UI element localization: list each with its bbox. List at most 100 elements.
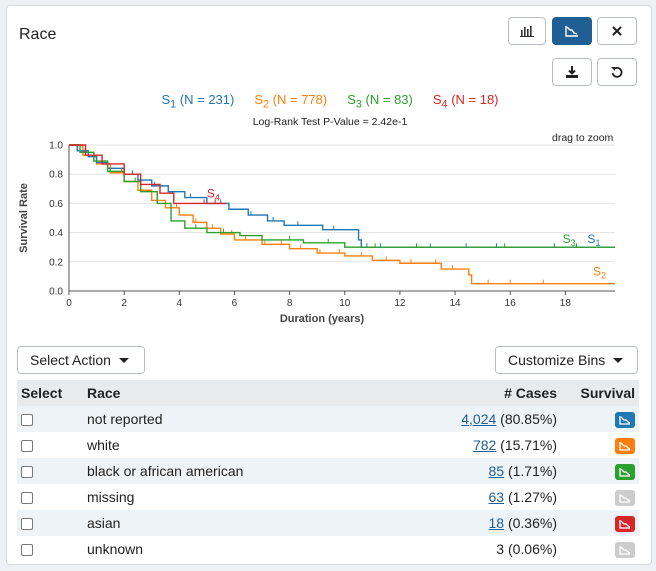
x-tick-label: 0 bbox=[66, 298, 72, 309]
table-row: white 782 (15.71%) bbox=[17, 432, 639, 458]
cases-cell: 3 (0.06%) bbox=[376, 536, 561, 562]
legend-item[interactable]: S2 (N = 778) bbox=[254, 92, 328, 111]
cases-cell: 63 (1.27%) bbox=[376, 484, 561, 510]
x-tick-label: 14 bbox=[449, 298, 461, 309]
cases-cell: 18 (0.36%) bbox=[376, 510, 561, 536]
cases-cell: 85 (1.71%) bbox=[376, 458, 561, 484]
histogram-toggle-button[interactable] bbox=[508, 17, 546, 45]
table-row: unknown 3 (0.06%) bbox=[17, 536, 639, 562]
series-line-S2 bbox=[69, 144, 615, 285]
legend-item[interactable]: S3 (N = 83) bbox=[347, 92, 413, 111]
customize-bins-button[interactable]: Customize Bins bbox=[495, 346, 638, 374]
x-tick-label: 2 bbox=[121, 298, 127, 309]
case-percent: (0.36%) bbox=[504, 515, 557, 531]
select-cell bbox=[17, 536, 83, 562]
y-tick-label: 0.6 bbox=[49, 199, 63, 210]
reset-icon bbox=[611, 66, 623, 78]
survival-plot-toggle[interactable] bbox=[615, 515, 635, 532]
download-button[interactable] bbox=[552, 58, 592, 86]
case-percent: (80.85%) bbox=[496, 411, 557, 427]
cases-cell: 4,024 (80.85%) bbox=[376, 406, 561, 432]
survival-curve-icon bbox=[619, 441, 631, 451]
row-checkbox[interactable] bbox=[21, 492, 33, 505]
survival-curve-icon bbox=[619, 415, 631, 425]
table-row: asian 18 (0.36%) bbox=[17, 510, 639, 536]
race-cell: asian bbox=[83, 510, 377, 536]
close-icon bbox=[612, 26, 622, 36]
row-checkbox[interactable] bbox=[21, 544, 33, 557]
x-tick-label: 16 bbox=[505, 298, 517, 309]
y-tick-label: 1.0 bbox=[49, 141, 63, 152]
case-percent: (1.27%) bbox=[504, 489, 557, 505]
survival-plot-toggle[interactable] bbox=[615, 437, 635, 454]
race-table: Select Race # Cases Survival not reporte… bbox=[17, 380, 639, 562]
legend-item[interactable]: S1 (N = 231) bbox=[161, 92, 235, 111]
select-cell bbox=[17, 406, 83, 432]
series-end-label: S3 bbox=[563, 232, 576, 248]
select-action-button[interactable]: Select Action bbox=[17, 346, 145, 374]
x-tick-label: 12 bbox=[394, 298, 406, 309]
survival-plot-toggle[interactable] bbox=[615, 463, 635, 480]
race-cell: missing bbox=[87, 489, 135, 505]
y-tick-label: 0.4 bbox=[49, 228, 63, 239]
survival-cell bbox=[561, 536, 639, 562]
close-button[interactable] bbox=[597, 17, 637, 45]
survival-cell bbox=[561, 458, 639, 484]
case-count-link[interactable]: 63 bbox=[488, 489, 505, 505]
survival-plot-toggle[interactable] bbox=[615, 411, 635, 428]
y-axis-label: Survival Rate bbox=[18, 183, 30, 253]
series-line-S1 bbox=[69, 144, 615, 248]
customize-bins-label: Customize Bins bbox=[508, 352, 606, 368]
y-tick-label: 0.2 bbox=[49, 257, 63, 268]
survival-cell bbox=[561, 406, 639, 432]
row-checkbox[interactable] bbox=[21, 440, 33, 453]
drag-to-zoom-hint: drag to zoom bbox=[552, 132, 614, 144]
row-checkbox[interactable] bbox=[21, 414, 33, 427]
survival-chart[interactable]: 0.0 0.2 0.4 0.6 0.8 1.0 0 2 4 6 8 10 12 14 16 18 Duratio… bbox=[7, 131, 652, 331]
x-tick-label: 6 bbox=[232, 298, 238, 309]
legend-item[interactable]: S4 (N = 18) bbox=[432, 92, 499, 111]
table-header-row: Select Race # Cases Survival bbox=[17, 380, 639, 406]
bar-chart-icon bbox=[520, 26, 534, 37]
survival-curve-icon bbox=[619, 493, 631, 503]
survival-cell bbox=[561, 432, 639, 458]
race-header: Race bbox=[83, 380, 377, 406]
case-count-link[interactable]: 85 bbox=[488, 463, 505, 479]
series-end-label: S1 bbox=[587, 232, 600, 248]
x-axis-label: Duration (years) bbox=[280, 313, 365, 325]
card-title: Race bbox=[19, 26, 57, 43]
survival-plot-toggle[interactable] bbox=[615, 541, 635, 558]
case-percent: (15.71%) bbox=[496, 437, 557, 453]
survival-curve-icon bbox=[565, 26, 578, 37]
race-cell: unknown bbox=[87, 541, 144, 557]
case-count-link[interactable]: 4,024 bbox=[461, 411, 497, 427]
cases-header: # Cases bbox=[376, 380, 561, 406]
series-end-label: S2 bbox=[593, 265, 606, 281]
survival-plot-toggle[interactable] bbox=[615, 489, 635, 506]
race-cell: not reported bbox=[83, 406, 377, 432]
download-icon bbox=[566, 66, 578, 78]
case-count: 3 bbox=[496, 541, 505, 557]
case-count-link[interactable]: 18 bbox=[488, 515, 505, 531]
race-cell: white bbox=[87, 437, 120, 453]
x-tick-label: 10 bbox=[339, 298, 351, 309]
series-line-S4 bbox=[69, 144, 227, 205]
race-card: Race S1 (N = 231) S2 (N = 778) S3 (N = 8… bbox=[6, 5, 652, 565]
select-cell bbox=[17, 484, 83, 510]
survival-curve-icon bbox=[619, 519, 631, 529]
chart-legend: S1 (N = 231) S2 (N = 778) S3 (N = 83) S4… bbox=[7, 92, 651, 111]
survival-curve-icon bbox=[619, 545, 631, 555]
table-row: missing 63 (1.27%) bbox=[17, 484, 639, 510]
table-row: black or african american 85 (1.71%) bbox=[17, 458, 639, 484]
pvalue-text: Log-Rank Test P-Value = 2.42e-1 bbox=[252, 116, 408, 128]
x-tick-label: 8 bbox=[287, 298, 293, 309]
caret-down-icon bbox=[118, 357, 129, 363]
series-end-label: S4 bbox=[207, 186, 220, 202]
reset-button[interactable] bbox=[597, 58, 637, 86]
y-tick-label: 0.0 bbox=[49, 287, 63, 298]
case-count-link[interactable]: 782 bbox=[472, 437, 497, 453]
table-row: not reported 4,024 (80.85%) bbox=[17, 406, 639, 432]
row-checkbox[interactable] bbox=[21, 518, 33, 531]
row-checkbox[interactable] bbox=[21, 466, 33, 479]
survival-toggle-button[interactable] bbox=[552, 17, 592, 45]
